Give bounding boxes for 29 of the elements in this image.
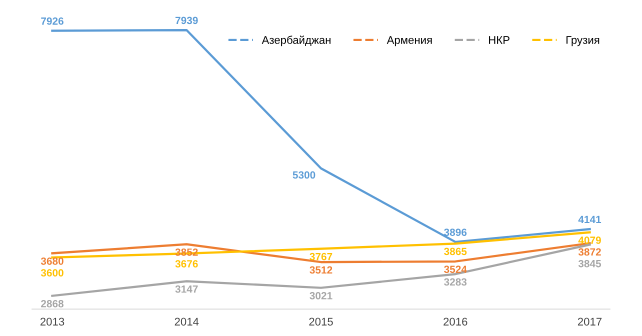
data-label: 3147	[175, 285, 198, 293]
legend-label: Азербайджан	[262, 36, 330, 46]
data-label: 3852	[175, 248, 198, 256]
legend-label: НКР	[489, 36, 510, 44]
data-label: 4141	[578, 216, 602, 224]
data-label: 7926	[41, 17, 64, 25]
data-label: 7939	[175, 16, 198, 24]
data-label: 3524	[444, 266, 467, 274]
data-label: 5300	[292, 171, 316, 179]
data-label: 4079	[578, 236, 601, 244]
data-label: 3845	[578, 260, 602, 268]
data-label: 3896	[444, 228, 467, 236]
legend-label: Грузия	[566, 36, 600, 46]
x-tick-label: 2013	[40, 318, 64, 326]
data-label: 3865	[444, 248, 467, 256]
data-label: 3283	[444, 278, 467, 286]
data-label: 3021	[310, 292, 332, 300]
data-label: 3767	[310, 252, 332, 260]
legend-label: Армения	[386, 36, 432, 46]
data-label: 3676	[175, 260, 198, 268]
x-tick-label: 2017	[578, 318, 602, 326]
data-label: 2868	[41, 300, 64, 308]
data-label: 3872	[578, 248, 601, 256]
data-label: 3512	[310, 266, 332, 274]
data-label: 3600	[40, 269, 64, 277]
x-tick-label: 2015	[309, 318, 333, 326]
data-label: 3680	[40, 257, 64, 265]
x-tick-label: 2016	[444, 318, 468, 326]
x-tick-label: 2014	[174, 318, 199, 326]
